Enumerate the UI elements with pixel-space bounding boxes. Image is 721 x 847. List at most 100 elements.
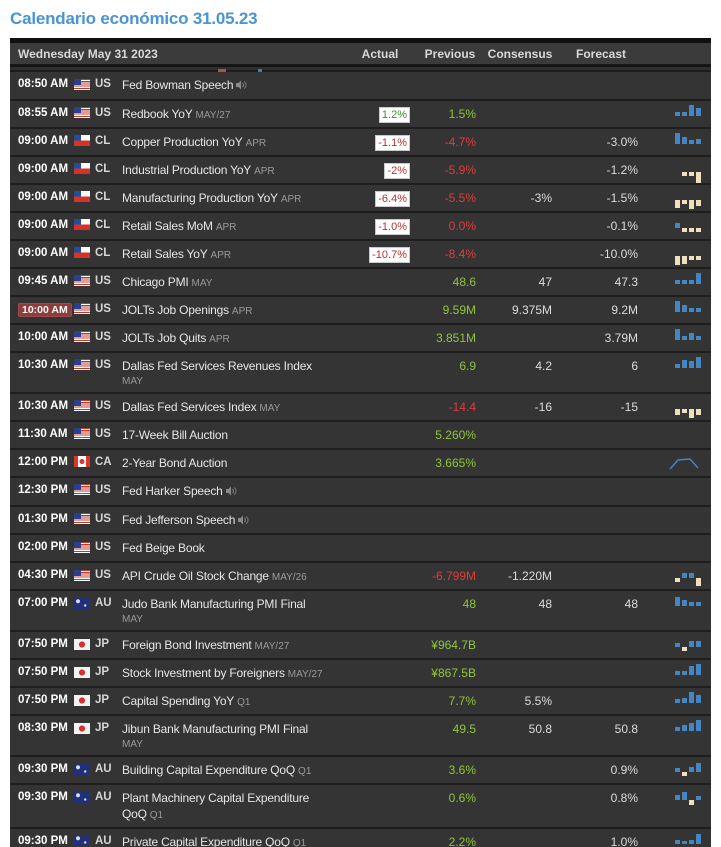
event-row[interactable]: 08:55 AM US Redbook YoY MAY/27 1.2% 1.5% [10, 100, 711, 129]
event-row[interactable]: 09:30 PM AU Building Capital Expenditure… [10, 757, 711, 786]
country-code: CL [95, 246, 111, 259]
event-row[interactable]: 09:30 PM AU Plant Machinery Capital Expe… [10, 785, 711, 829]
event-row[interactable]: 10:30 AM US Dallas Fed Services Index MAY… [10, 393, 711, 422]
column-header-actual: Actual [361, 46, 399, 61]
event-period: MAY [122, 375, 143, 387]
event-period: MAY/27 [195, 109, 231, 121]
event-time: 09:45 AM [18, 274, 69, 287]
sparkline-chart[interactable] [649, 329, 711, 347]
event-name: 2-Year Bond Auction [122, 455, 228, 470]
sparkline-chart[interactable] [649, 512, 711, 513]
event-period: MAY [122, 613, 143, 625]
consensus-value [476, 246, 552, 247]
country-cell: US [74, 77, 122, 90]
sparkline-chart[interactable] [649, 596, 711, 613]
sparkline-chart[interactable] [649, 273, 711, 291]
country-flag-icon [74, 428, 90, 440]
sparkline-chart[interactable] [649, 664, 711, 682]
event-time: 07:50 PM [18, 666, 68, 679]
forecast-value [552, 483, 638, 484]
sparkline-chart[interactable] [649, 790, 711, 807]
previous-value: 1.5% [448, 106, 476, 121]
country-cell: US [74, 302, 122, 315]
event-row[interactable]: 09:45 AM US Chicago PMI MAY 48.6 47 47.3 [10, 268, 711, 297]
previous-value: 3.665% [435, 455, 476, 470]
event-row[interactable]: 09:00 AM CL Industrial Production YoY APR… [10, 156, 711, 185]
actual-value [344, 693, 410, 694]
event-row[interactable]: 08:50 AM US Fed Bowman Speech [10, 72, 711, 101]
sparkline-chart[interactable] [649, 568, 711, 587]
table-top-strip [10, 38, 711, 43]
country-code: JP [95, 722, 110, 735]
column-header-previous: Previous [424, 46, 476, 61]
sparkline-chart[interactable] [649, 133, 711, 151]
sparkline-chart[interactable] [649, 455, 711, 472]
event-time: 10:00 AM [18, 330, 69, 343]
event-name: Industrial Production YoY APR [122, 162, 275, 177]
sparkline-chart[interactable] [649, 762, 711, 779]
event-row[interactable]: 09:00 AM CL Retail Sales YoY APR -10.7% -… [10, 240, 711, 269]
previous-value: -5.5% [444, 190, 476, 205]
sparkline-chart[interactable] [649, 834, 711, 847]
forecast-value: 0.9% [610, 763, 638, 778]
forecast-value [552, 106, 638, 107]
event-row[interactable]: 09:00 AM CL Retail Sales MoM APR -1.0% 0.… [10, 212, 711, 241]
sparkline-chart[interactable] [649, 162, 711, 183]
economic-calendar-widget: Wednesday May 31 2023 Actual Previous Co… [10, 38, 711, 847]
event-name: Jibun Bank Manufacturing PMI Final MAY [122, 721, 344, 751]
event-row[interactable]: 09:00 AM CL Manufacturing Production YoY… [10, 184, 711, 213]
event-row[interactable]: 11:30 AM US 17-Week Bill Auction 5.260% [10, 421, 711, 450]
sparkline-chart[interactable] [649, 540, 711, 541]
previous-value: 0.0% [448, 218, 476, 233]
event-name: Fed Bowman Speech [122, 77, 344, 95]
event-row[interactable]: 10:30 AM US Dallas Fed Services Revenues… [10, 352, 711, 394]
actual-value [344, 274, 410, 275]
sparkline-chart[interactable] [649, 301, 711, 319]
sparkline-chart[interactable] [649, 692, 711, 710]
country-cell: CL [74, 246, 122, 259]
previous-value: ¥867.5B [431, 666, 476, 681]
sparkline-chart[interactable] [649, 77, 711, 78]
previous-value: 3.851M [435, 330, 476, 345]
event-row[interactable]: 04:30 PM US API Crude Oil Stock Change MA… [10, 563, 711, 592]
sparkline-chart[interactable] [649, 357, 711, 375]
event-name: API Crude Oil Stock Change MAY/26 [122, 569, 307, 584]
sparkline-chart[interactable] [649, 483, 711, 484]
event-row[interactable]: 09:00 AM CL Copper Production YoY APR -1.… [10, 128, 711, 157]
event-row[interactable]: 10:00 AM US JOLTs Job Quits APR 3.851M 3.… [10, 324, 711, 353]
sparkline-chart[interactable] [649, 637, 711, 654]
forecast-value: -1.2% [606, 162, 638, 177]
sparkline-chart[interactable] [649, 190, 711, 210]
sparkline-chart[interactable] [649, 218, 711, 235]
event-row[interactable]: 07:50 PM JP Capital Spending YoY Q1 7.7% … [10, 688, 711, 717]
event-row[interactable]: 10:00 AM US JOLTs Job Openings APR 9.59M … [10, 296, 711, 325]
sparkline-chart[interactable] [649, 246, 711, 266]
country-flag-icon [74, 763, 90, 775]
forecast-value [552, 665, 638, 666]
previous-value: 5.260% [435, 427, 476, 442]
event-row[interactable]: 07:50 PM JP Stock Investment by Foreigne… [10, 660, 711, 689]
sparkline-chart[interactable] [649, 427, 711, 428]
event-row[interactable]: 07:50 PM JP Foreign Bond Investment MAY/2… [10, 632, 711, 661]
country-flag-icon [74, 791, 90, 803]
country-flag-icon [74, 303, 90, 315]
event-row[interactable]: 12:30 PM US Fed Harker Speech [10, 477, 711, 507]
event-period: MAY [122, 739, 143, 750]
consensus-value: 47 [538, 274, 552, 289]
consensus-value [476, 637, 552, 638]
actual-value [344, 596, 410, 597]
sparkline-chart[interactable] [649, 399, 711, 419]
consensus-value [476, 790, 552, 791]
event-row[interactable]: 07:00 PM AU Judo Bank Manufacturing PMI … [10, 591, 711, 633]
sparkline-chart[interactable] [649, 720, 711, 738]
event-row[interactable]: 02:00 PM US Fed Beige Book [10, 535, 711, 564]
event-row[interactable]: 12:00 PM CA 2-Year Bond Auction 3.665% [10, 449, 711, 478]
event-row[interactable]: 08:30 PM JP Jibun Bank Manufacturing PMI… [10, 716, 711, 758]
event-row[interactable]: 09:30 PM AU Private Capital Expenditure … [10, 828, 711, 847]
event-period: Q1 [292, 837, 307, 847]
actual-value [344, 762, 410, 763]
sparkline-chart[interactable] [649, 105, 711, 123]
consensus-value [476, 483, 552, 484]
event-row[interactable]: 01:30 PM US Fed Jefferson Speech [10, 506, 711, 536]
